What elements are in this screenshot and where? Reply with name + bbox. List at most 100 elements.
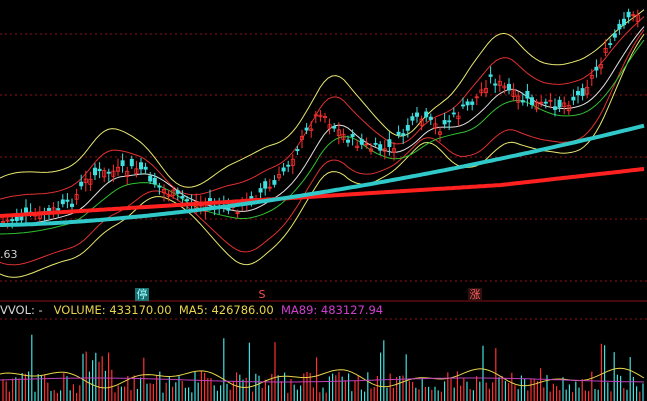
candle-body bbox=[10, 219, 15, 222]
candle-body bbox=[451, 112, 456, 115]
candle-body bbox=[309, 128, 314, 131]
candle-body bbox=[396, 131, 401, 136]
candle-body bbox=[313, 114, 318, 117]
candle-body bbox=[0, 220, 6, 223]
candle-body bbox=[355, 145, 360, 149]
candle-body bbox=[56, 208, 61, 211]
candle-body bbox=[474, 96, 479, 99]
candle-body bbox=[401, 133, 406, 136]
candle-body bbox=[235, 212, 240, 215]
candle-body bbox=[506, 83, 511, 91]
candle-body bbox=[553, 106, 558, 110]
candle-body bbox=[47, 208, 52, 211]
candle-body bbox=[599, 64, 604, 69]
moving-averages bbox=[0, 123, 645, 227]
candle-body bbox=[511, 89, 516, 98]
candle-body bbox=[364, 143, 369, 146]
marker-sell[interactable]: S bbox=[258, 288, 266, 301]
candle-body bbox=[299, 135, 304, 140]
candle-body bbox=[290, 158, 295, 166]
volume-ma5: MA5: 426786.00 bbox=[178, 303, 274, 317]
candle-body bbox=[378, 144, 383, 151]
candle-body bbox=[391, 148, 396, 153]
candle-body bbox=[295, 149, 300, 152]
candle-body bbox=[502, 85, 507, 89]
candle-body bbox=[428, 116, 433, 120]
candle-body bbox=[276, 174, 281, 179]
candle-body bbox=[166, 193, 171, 197]
candle-body bbox=[263, 181, 268, 189]
volume-value: VOLUME: 433170.00 bbox=[53, 303, 172, 317]
candle-body bbox=[134, 168, 139, 174]
candle-body bbox=[465, 101, 470, 106]
candle-body bbox=[148, 175, 153, 182]
candle-body bbox=[419, 118, 424, 126]
candle-body bbox=[157, 185, 162, 188]
candle-body bbox=[557, 99, 562, 108]
candle-body bbox=[635, 14, 640, 22]
ma-cyan-thick bbox=[0, 123, 645, 227]
candle-body bbox=[460, 104, 465, 107]
candle-body bbox=[65, 199, 70, 202]
candle-body bbox=[272, 180, 277, 185]
candle-body bbox=[171, 189, 176, 196]
candle-body bbox=[175, 190, 180, 194]
candle-body bbox=[470, 101, 475, 105]
candle-body bbox=[120, 160, 125, 166]
band-upper-red bbox=[0, 16, 645, 200]
vol-ma5-line bbox=[0, 367, 645, 389]
candle-body bbox=[562, 102, 567, 107]
candle-body bbox=[327, 124, 332, 129]
marker-stop[interactable]: 停 bbox=[135, 288, 149, 301]
candle-body bbox=[612, 33, 617, 38]
candle-body bbox=[116, 166, 121, 172]
ma-red-thick bbox=[0, 167, 645, 218]
candle-body bbox=[488, 74, 493, 77]
candle-body bbox=[83, 178, 88, 184]
candle-body bbox=[258, 188, 263, 193]
candle-body bbox=[576, 90, 581, 96]
candle-body bbox=[79, 181, 84, 187]
candle-body bbox=[341, 133, 346, 140]
candle-body bbox=[530, 97, 535, 105]
candle-body bbox=[387, 139, 392, 148]
candle-body bbox=[359, 139, 364, 145]
candle-body bbox=[281, 167, 286, 172]
candle-body bbox=[437, 131, 442, 135]
candle-body bbox=[304, 127, 309, 131]
candle-body bbox=[336, 129, 341, 137]
candle-body bbox=[566, 104, 571, 112]
candle-body bbox=[345, 139, 350, 143]
volume-header: VVOL: - VOLUME: 433170.00 MA5: 426786.00… bbox=[0, 303, 383, 317]
candle-body bbox=[161, 189, 166, 194]
marker-rise[interactable]: 涨 bbox=[468, 288, 482, 301]
candle-body bbox=[516, 95, 521, 103]
candle-body bbox=[152, 177, 157, 185]
candle-body bbox=[594, 66, 599, 71]
candle-body bbox=[414, 112, 419, 117]
candle-body bbox=[267, 186, 272, 189]
candle-body bbox=[433, 123, 438, 129]
candle-body bbox=[608, 43, 613, 45]
candle-body bbox=[534, 101, 539, 110]
candle-body bbox=[129, 158, 134, 167]
candle-body bbox=[5, 219, 10, 222]
candle-body bbox=[106, 171, 111, 174]
candle-body bbox=[424, 111, 429, 118]
candle-body bbox=[184, 199, 189, 202]
candle-body bbox=[571, 96, 576, 101]
volume-moving-averages bbox=[0, 367, 645, 389]
candle-body bbox=[368, 148, 373, 152]
candle-body bbox=[410, 116, 415, 121]
volume-bars bbox=[2, 334, 644, 401]
candle-body bbox=[322, 116, 327, 118]
candle-body bbox=[286, 164, 291, 167]
volume-ma89: MA89: 483127.94 bbox=[280, 303, 384, 317]
candle-body bbox=[626, 11, 631, 18]
candle-body bbox=[88, 178, 93, 185]
candle-body bbox=[539, 101, 544, 104]
candle-body bbox=[456, 115, 461, 120]
candle-body bbox=[180, 196, 185, 199]
candle-body bbox=[125, 170, 130, 177]
